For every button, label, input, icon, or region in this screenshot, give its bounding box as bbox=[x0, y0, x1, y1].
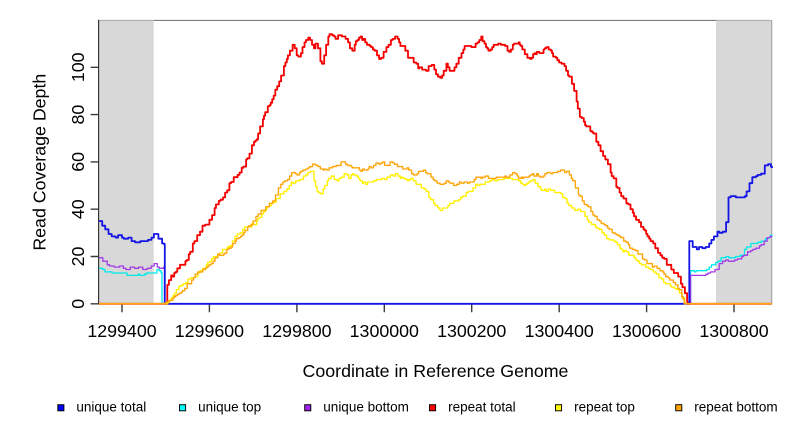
svg-text:unique bottom: unique bottom bbox=[323, 400, 409, 415]
svg-text:1300800: 1300800 bbox=[699, 321, 768, 341]
svg-text:0: 0 bbox=[68, 299, 88, 309]
svg-text:repeat bottom: repeat bottom bbox=[694, 400, 777, 415]
svg-text:100: 100 bbox=[68, 52, 88, 82]
svg-text:repeat top: repeat top bbox=[574, 400, 635, 415]
svg-text:80: 80 bbox=[68, 105, 88, 125]
svg-text:Coordinate in Reference Genome: Coordinate in Reference Genome bbox=[303, 361, 569, 381]
svg-text:Read Coverage Depth: Read Coverage Depth bbox=[30, 74, 50, 251]
svg-text:60: 60 bbox=[68, 152, 88, 172]
svg-text:40: 40 bbox=[68, 199, 88, 219]
svg-text:1300200: 1300200 bbox=[437, 321, 506, 341]
svg-text:1299400: 1299400 bbox=[87, 321, 156, 341]
svg-text:unique top: unique top bbox=[198, 400, 261, 415]
svg-text:unique total: unique total bbox=[76, 400, 146, 415]
svg-text:20: 20 bbox=[68, 247, 88, 267]
svg-text:repeat total: repeat total bbox=[448, 400, 516, 415]
svg-text:1300000: 1300000 bbox=[350, 321, 419, 341]
svg-text:1300600: 1300600 bbox=[612, 321, 681, 341]
svg-text:1300400: 1300400 bbox=[525, 321, 594, 341]
svg-text:1299800: 1299800 bbox=[262, 321, 331, 341]
svg-text:1299600: 1299600 bbox=[175, 321, 244, 341]
